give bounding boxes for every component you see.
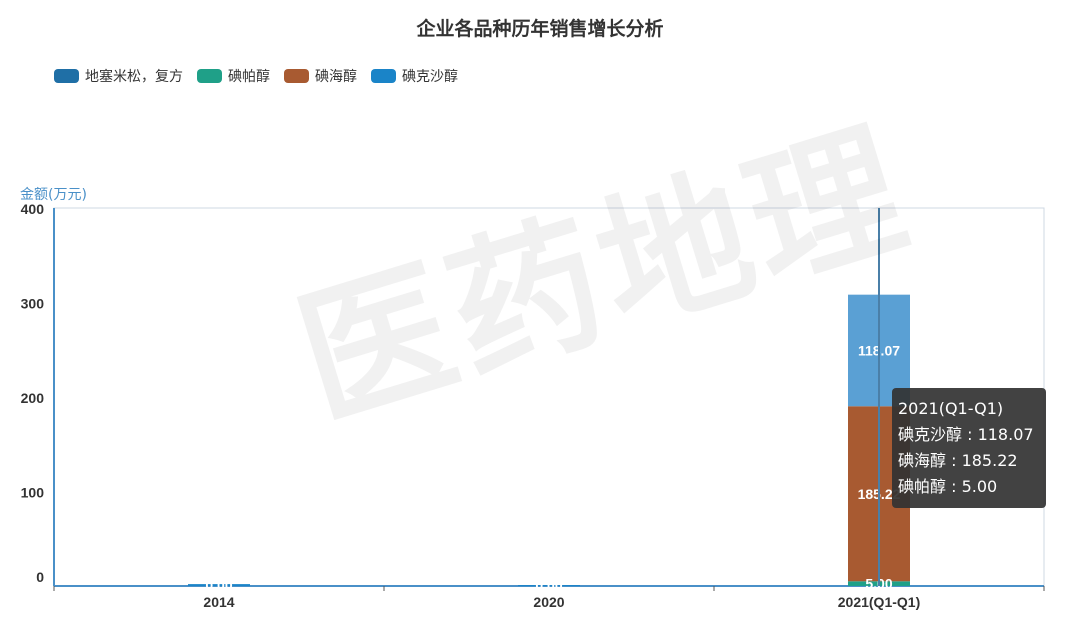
legend-item[interactable]: 地塞米松，复方 [54, 66, 183, 86]
data-label: 0.00 [205, 577, 232, 593]
legend-swatch [197, 69, 222, 83]
tooltip: 2021(Q1-Q1) 碘克沙醇 : 118.07 碘海醇 : 185.22 碘… [892, 388, 1046, 508]
legend-swatch [371, 69, 396, 83]
legend-label: 碘帕醇 [228, 69, 270, 85]
legend-label: 地塞米松，复方 [85, 69, 183, 85]
y-tick-label: 200 [21, 390, 45, 406]
legend: 地塞米松，复方 碘帕醇 碘海醇 碘克沙醇 [54, 66, 472, 86]
tooltip-title: 2021(Q1-Q1) [898, 399, 1004, 418]
tooltip-row: 碘帕醇 : 5.00 [898, 477, 998, 496]
y-axis-label: 金额(万元) [20, 187, 87, 203]
x-tick-label: 2020 [533, 594, 564, 610]
y-tick-label: 0 [36, 569, 44, 585]
legend-label: 碘克沙醇 [402, 69, 458, 85]
y-tick-label: 100 [21, 485, 45, 501]
y-tick-label: 400 [21, 201, 45, 217]
chart-title: 企业各品种历年销售增长分析 [416, 18, 664, 40]
x-tick-label: 2014 [203, 594, 234, 610]
legend-label: 碘海醇 [315, 69, 357, 85]
legend-item[interactable]: 碘克沙醇 [371, 66, 458, 86]
legend-item[interactable]: 碘海醇 [284, 66, 357, 86]
legend-swatch [284, 69, 309, 83]
data-label: 0.00 [535, 578, 562, 594]
tooltip-row: 碘克沙醇 : 118.07 [898, 425, 1034, 444]
bar-segment [188, 584, 250, 586]
bar-segment [518, 585, 580, 587]
tooltip-row: 碘海醇 : 185.22 [898, 451, 1018, 470]
y-tick-label: 300 [21, 296, 45, 312]
x-tick-label: 2021(Q1-Q1) [838, 594, 920, 610]
legend-swatch [54, 69, 79, 83]
legend-item[interactable]: 碘帕醇 [197, 66, 270, 86]
